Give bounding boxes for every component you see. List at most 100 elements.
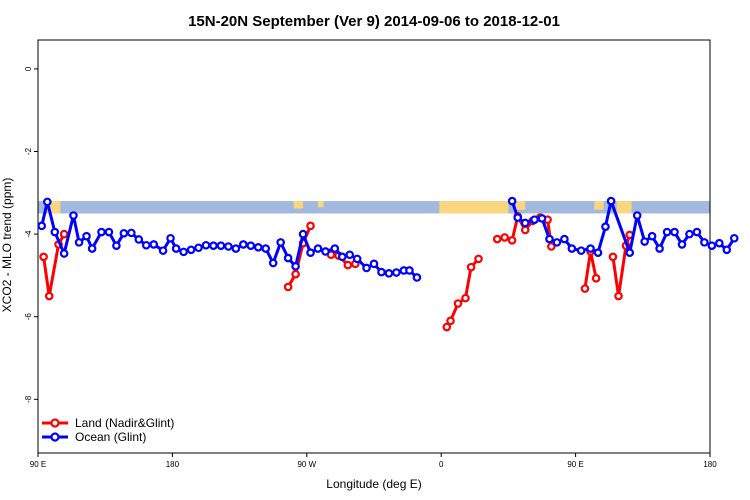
land-data-point	[44, 291, 54, 301]
ocean-data-point	[261, 244, 271, 253]
ocean-data-point	[369, 259, 379, 269]
x-tick-label: 180	[703, 460, 717, 469]
ocean-data-point	[50, 227, 60, 237]
ocean-data-point	[530, 215, 539, 224]
ocean-data-point	[362, 263, 371, 273]
ocean-data-point	[43, 197, 52, 207]
ocean-data-point	[171, 244, 181, 253]
ocean-data-point	[246, 241, 256, 250]
land-data-point	[306, 221, 315, 231]
ocean-data-point	[283, 253, 293, 263]
ocean-data-point	[552, 238, 562, 247]
land-series-line	[42, 233, 66, 298]
ocean-data-point	[87, 244, 97, 253]
land-band-segment	[293, 201, 304, 209]
plot-frame	[37, 39, 711, 454]
ocean-data-point	[567, 244, 577, 253]
ocean-data-point	[186, 245, 196, 255]
land-data-point	[608, 252, 618, 262]
land-data-point	[547, 242, 556, 251]
ocean-data-point	[37, 221, 47, 231]
ocean-data-point	[513, 213, 523, 222]
ocean-data-point	[209, 241, 218, 250]
ocean-data-point	[69, 211, 78, 220]
land-data-point	[500, 233, 509, 242]
legend: Land (Nadir&Glint)Ocean (Glint)	[42, 416, 174, 444]
ocean-data-point	[537, 214, 547, 223]
ocean-data-point	[377, 267, 386, 277]
chart-title: 15N-20N September (Ver 9) 2014-09-06 to …	[188, 13, 560, 30]
land-data-point	[446, 316, 455, 326]
land-data-point	[442, 322, 452, 332]
ocean-data-point	[352, 254, 362, 264]
land-band-segment	[616, 201, 632, 214]
ocean-data-point	[586, 244, 595, 253]
land-data-point	[520, 225, 530, 235]
axis-ticks: 90 E 180 90 W 0 90 E 180 0 -2 -4 -6 -8	[24, 66, 717, 469]
land-band-segment	[318, 201, 324, 208]
ocean-data-point	[640, 237, 649, 246]
ocean-data-point	[112, 241, 121, 250]
land-data-point	[591, 274, 601, 283]
ocean-data-point	[647, 231, 657, 241]
land-data-point	[507, 236, 517, 245]
ocean-data-point	[216, 241, 226, 250]
ocean-data-point	[384, 269, 394, 278]
ocean-data-point	[166, 233, 175, 243]
ocean-data-point	[662, 227, 672, 237]
ocean-data-point	[104, 227, 114, 237]
ocean-data-point	[291, 262, 300, 271]
ocean-data-point	[321, 247, 330, 256]
land-series-line	[583, 249, 598, 289]
x-tick-label: 90 E	[567, 460, 583, 469]
land-ocean-mask-band	[38, 201, 710, 214]
land-data-point	[466, 262, 476, 272]
ocean-data-point	[231, 244, 241, 253]
series-layer	[37, 196, 739, 332]
y-tick-label: -6	[24, 313, 33, 321]
x-axis-label: Longitude (deg E)	[326, 477, 421, 491]
ocean-data-point	[625, 248, 635, 257]
y-tick-label: 0	[24, 66, 33, 71]
ocean-band	[38, 201, 710, 214]
ocean-data-point	[345, 250, 355, 260]
ocean-data-point	[392, 268, 401, 277]
y-tick-label: -4	[24, 230, 33, 238]
ocean-data-point	[97, 227, 106, 237]
land-data-point	[283, 282, 293, 292]
ocean-data-point	[313, 244, 323, 253]
ocean-data-point	[201, 240, 211, 250]
land-data-point	[492, 234, 502, 244]
ocean-data-point	[632, 211, 642, 220]
ocean-data-point	[576, 246, 586, 255]
ocean-data-point	[337, 252, 347, 262]
land-data-point	[474, 254, 483, 264]
legend-ocean-marker	[50, 432, 60, 442]
ocean-data-point	[545, 234, 554, 244]
y-tick-label: -2	[24, 147, 33, 155]
ocean-data-point	[560, 234, 569, 244]
land-data-point	[614, 291, 623, 301]
ocean-data-point	[127, 228, 136, 238]
ocean-data-point	[306, 248, 315, 257]
legend-ocean-label: Ocean (Glint)	[75, 430, 146, 444]
ocean-data-point	[141, 240, 151, 250]
ocean-data-point	[405, 266, 414, 275]
ocean-data-point	[268, 258, 278, 268]
legend-land-label: Land (Nadir&Glint)	[75, 416, 174, 430]
ocean-data-point	[82, 231, 91, 241]
land-data-point	[291, 269, 300, 279]
ocean-data-point	[158, 246, 168, 255]
y-tick-label: -8	[24, 395, 33, 403]
ocean-data-point	[194, 243, 203, 253]
ocean-data-point	[707, 241, 717, 250]
ocean-data-point	[59, 249, 69, 258]
ocean-data-point	[722, 245, 732, 255]
ocean-data-point	[700, 238, 709, 247]
land-data-point	[461, 293, 470, 303]
ocean-data-point	[298, 229, 308, 239]
land-data-point	[39, 252, 48, 262]
x-tick-label: 90 E	[30, 460, 46, 469]
land-series-line	[611, 234, 632, 298]
